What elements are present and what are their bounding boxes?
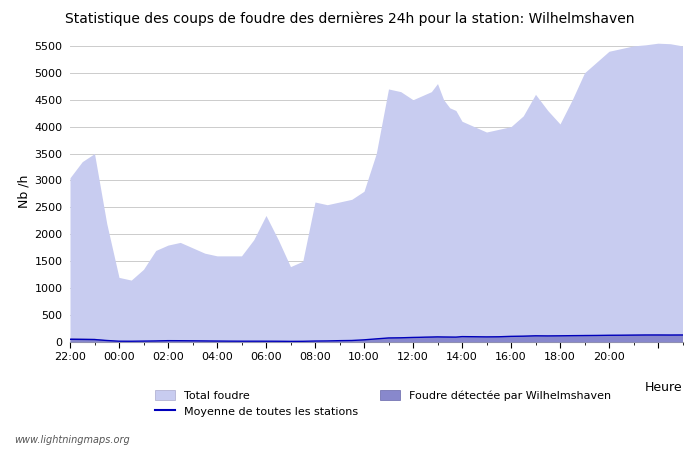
Text: www.lightningmaps.org: www.lightningmaps.org [14, 435, 130, 445]
Text: Statistique des coups de foudre des dernières 24h pour la station: Wilhelmshaven: Statistique des coups de foudre des dern… [65, 11, 635, 26]
Text: Heure: Heure [645, 381, 682, 394]
Legend: Total foudre, Moyenne de toutes les stations, Foudre détectée par Wilhelmshaven: Total foudre, Moyenne de toutes les stat… [155, 390, 611, 417]
Y-axis label: Nb /h: Nb /h [17, 175, 30, 208]
